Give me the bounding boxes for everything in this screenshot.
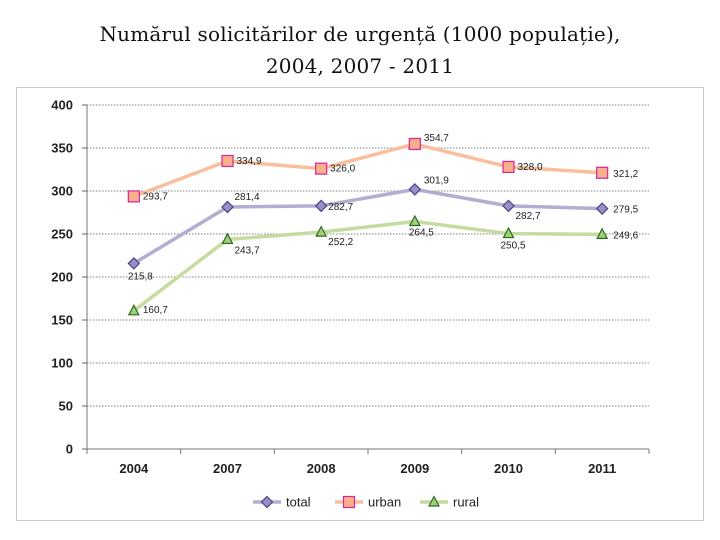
series-line-total [132, 187, 603, 265]
series-layer [127, 137, 609, 316]
y-tick-label: 50 [59, 399, 73, 414]
y-tick-label: 400 [51, 98, 73, 113]
title-line-2: 2004, 2007 - 2011 [265, 54, 455, 78]
x-tick-label: 2007 [213, 461, 242, 476]
data-label-rural: 250,5 [501, 241, 526, 252]
series-line-urban [133, 142, 603, 199]
marker-rural [221, 232, 234, 245]
legend-label-total: total [286, 495, 311, 510]
data-label-rural: 264,5 [409, 228, 434, 239]
y-tick-label: 0 [66, 442, 73, 457]
y-tick-label: 100 [51, 356, 73, 371]
x-tick-label: 2010 [494, 461, 523, 476]
marker-urban [502, 160, 515, 174]
x-tick-label: 2008 [307, 461, 336, 476]
data-label-total: 215,8 [128, 271, 153, 282]
gridlines [87, 104, 649, 407]
slide-title: Numărul solicitărilor de urgență (1000 p… [0, 18, 720, 82]
y-tick-label: 300 [51, 184, 73, 199]
data-label-urban: 321,2 [613, 169, 638, 180]
data-label-urban: 326,0 [330, 164, 355, 175]
x-tick-label: 2011 [588, 461, 616, 476]
legend: total urban rural [253, 495, 479, 510]
legend-label-rural: rural [453, 495, 479, 510]
marker-urban [127, 190, 140, 203]
legend-marker-rural [428, 495, 440, 507]
marker-urban [408, 137, 421, 151]
data-label-rural: 243,7 [235, 245, 260, 256]
x-tick-label: 2004 [119, 461, 149, 476]
y-tick-label: 150 [51, 313, 73, 328]
y-tick-label: 350 [51, 141, 73, 156]
axes: 0 50 100 150 200 250 300 350 400 2004 2007 2008 2009… [51, 98, 650, 476]
data-label-rural: 160,7 [143, 305, 168, 316]
data-label-urban: 293,7 [143, 191, 168, 202]
data-label-urban: 354,7 [424, 133, 449, 144]
legend-marker-total [260, 495, 274, 509]
marker-rural [408, 214, 421, 227]
data-label-total: 281,4 [235, 192, 260, 203]
marker-total [127, 257, 141, 270]
x-tick-label: 2009 [400, 461, 429, 476]
data-label-total: 279,5 [613, 205, 638, 216]
marker-rural [502, 226, 515, 239]
series-line-rural [132, 219, 603, 313]
data-label-total: 282,7 [328, 202, 353, 213]
marker-urban [315, 162, 328, 175]
marker-urban [221, 154, 234, 168]
marker-urban [596, 166, 609, 179]
marker-total [502, 199, 515, 213]
marker-total [221, 200, 234, 214]
title-line-1: Numărul solicitărilor de urgență (1000 p… [99, 22, 621, 46]
data-label-total: 282,7 [516, 211, 541, 222]
data-label-urban: 334,9 [237, 156, 262, 167]
data-labels: 215,8 281,4 282,7 301,9 282,7 279,5 293,7 334,9… [128, 133, 639, 316]
y-tick-label: 250 [51, 227, 73, 242]
data-label-urban: 328,0 [518, 162, 543, 173]
legend-label-urban: urban [368, 495, 401, 510]
marker-total [595, 202, 609, 215]
marker-rural [127, 304, 140, 316]
chart-frame: 0 50 100 150 200 250 300 350 400 2004 2007 2008 2009… [16, 87, 704, 521]
marker-total [408, 183, 422, 196]
line-chart: 0 50 100 150 200 250 300 350 400 2004 2007 2008 2009… [51, 98, 650, 510]
marker-rural [596, 227, 609, 239]
data-label-rural: 249,6 [613, 230, 638, 241]
data-label-total: 301,9 [424, 175, 449, 186]
data-label-rural: 252,2 [328, 237, 353, 248]
y-tick-label: 200 [51, 270, 73, 285]
marker-rural [315, 225, 328, 237]
marker-total [314, 199, 328, 213]
legend-marker-urban [342, 495, 356, 509]
